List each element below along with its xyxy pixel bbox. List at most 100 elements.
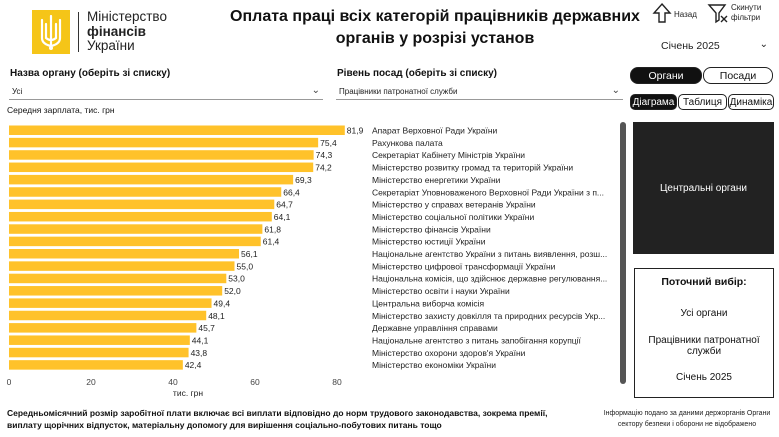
chart-bar[interactable] — [9, 224, 263, 234]
reset-filters-button[interactable]: Скинути фільтри — [707, 2, 765, 24]
footer-note: Середньомісячний розмір заробітної плати… — [7, 408, 548, 430]
chart-scrollbar[interactable] — [620, 122, 626, 384]
bar-value-label: 45,7 — [198, 323, 215, 333]
bar-category-label: Секретаріат Кабінету Міністрів України — [372, 150, 525, 160]
x-tick-label: 60 — [250, 377, 260, 387]
clear-filter-icon — [707, 4, 728, 24]
bar-category-label: Міністерство у справах ветеранів України — [372, 200, 536, 210]
footer-source: Інформацію подано за даними держорганів … — [603, 410, 771, 428]
bar-value-label: 61,4 — [263, 237, 280, 247]
bar-value-label: 48,1 — [208, 311, 225, 321]
ministry-logo: Міністерство фінансів України — [32, 10, 167, 54]
bar-value-label: 55,0 — [237, 261, 254, 271]
chart-bar[interactable] — [9, 187, 282, 197]
chart-bar[interactable] — [9, 286, 223, 296]
x-tick-label: 80 — [332, 377, 342, 387]
bar-value-label: 81,9 — [347, 126, 364, 136]
current-selection-panel: Поточний вибір: Усі органи Працівники па… — [634, 268, 774, 398]
logo-line-3: України — [87, 38, 135, 54]
bar-value-label: 64,1 — [274, 212, 291, 222]
chart-bar[interactable] — [9, 199, 275, 210]
bar-category-label: Рахункова палата — [372, 138, 443, 148]
org-filter-label: Назва органу (оберіть зі списку) — [10, 68, 171, 79]
toggle-posts[interactable]: Посади — [703, 67, 773, 84]
logo-text: Міністерство фінансів України — [87, 10, 167, 54]
page-title: Оплата праці всіх категорій працівників … — [230, 8, 640, 47]
bar-category-label: Секретаріат Уповноваженого Верховної Рад… — [372, 187, 604, 197]
toggle-organs[interactable]: Органи — [630, 67, 702, 84]
bar-category-label: Національне агентство з питань запобіган… — [372, 335, 582, 345]
month-select[interactable]: Січень 2025 ⌄ — [657, 36, 772, 56]
bar-category-label: Апарат Верховної Ради України — [372, 126, 498, 136]
bar-value-label: 53,0 — [228, 274, 245, 284]
chart-bar[interactable] — [9, 249, 240, 259]
bar-value-label: 49,4 — [214, 298, 231, 308]
bar-value-label: 44,1 — [192, 335, 209, 345]
bar-category-label: Міністерство освіти і науки України — [372, 286, 510, 296]
bar-value-label: 74,2 — [315, 163, 332, 173]
bar-value-label: 69,3 — [295, 175, 312, 185]
logo-line-1: Міністерство — [87, 9, 167, 25]
bar-category-label: Міністерство охорони здоров'я України — [372, 348, 526, 358]
chart-bar[interactable] — [9, 236, 261, 247]
bar-value-label: 75,4 — [320, 138, 337, 148]
chart-bar[interactable] — [9, 137, 319, 148]
logo-divider — [78, 12, 79, 52]
bar-category-label: Міністерство захисту довкілля та природн… — [372, 311, 605, 321]
bar-category-label: Державне управління справами — [372, 323, 498, 333]
back-button[interactable]: Назад — [652, 2, 697, 24]
chart-bar[interactable] — [9, 174, 294, 185]
bar-value-label: 56,1 — [241, 249, 258, 259]
x-tick-label: 0 — [7, 377, 12, 387]
tab-table[interactable]: Таблиця — [678, 94, 727, 110]
chart-bar[interactable] — [9, 273, 227, 284]
logo-line-2: фінансів — [87, 23, 146, 39]
bar-value-label: 61,8 — [264, 224, 281, 234]
month-select-value: Січень 2025 — [661, 40, 720, 52]
arrow-up-icon — [652, 2, 672, 23]
chart-bar[interactable] — [9, 211, 272, 222]
bar-category-label: Національне агентство України з питань в… — [372, 249, 607, 259]
level-filter-select[interactable]: Працівники патронатної служби ⌄ — [336, 83, 623, 100]
reset-label: Скинути фільтри — [731, 3, 762, 22]
org-filter-select[interactable]: Усі ⌄ — [9, 83, 323, 100]
salary-bar-chart: 81,9 Апарат Верховної Ради України 75,4 Рах… — [7, 125, 607, 398]
central-organs-label: Центральні органи — [660, 182, 747, 194]
chart-bar[interactable] — [9, 347, 189, 358]
chart-bar[interactable] — [9, 323, 197, 333]
tab-diagram[interactable]: Діаграма — [630, 94, 677, 110]
bar-value-label: 43,8 — [191, 348, 208, 358]
selection-month: Січень 2025 — [676, 372, 732, 383]
selection-org: Усі органи — [680, 308, 728, 319]
back-label: Назад — [674, 10, 697, 19]
bar-category-label: Міністерство енергетики України — [372, 175, 501, 185]
trident-emblem-icon — [32, 10, 70, 54]
chart-bar[interactable] — [9, 335, 190, 345]
bar-category-label: Міністерство цифрової трансформації Укра… — [372, 261, 556, 271]
chart-bar[interactable] — [9, 261, 235, 271]
bar-category-label: Національна комісія, що здійснює державн… — [372, 274, 607, 284]
bar-category-label: Міністерство розвитку громад та територі… — [372, 163, 573, 173]
central-organs-panel[interactable]: Центральні органи — [633, 122, 774, 254]
chart-bar[interactable] — [9, 162, 314, 173]
chart-bar[interactable] — [9, 150, 314, 160]
x-tick-label: 20 — [86, 377, 96, 387]
selection-header: Поточний вибір: — [661, 276, 747, 288]
chevron-down-icon: ⌄ — [759, 39, 768, 50]
bar-value-label: 52,0 — [224, 286, 241, 296]
chevron-down-icon: ⌄ — [611, 85, 620, 96]
chart-bar[interactable] — [9, 298, 212, 308]
bar-value-label: 74,3 — [316, 150, 333, 160]
level-filter-label: Рівень посад (оберіть зі списку) — [337, 68, 497, 79]
chart-bar[interactable] — [9, 310, 207, 321]
bar-category-label: Міністерство юстиції України — [372, 237, 486, 247]
chart-bar[interactable] — [9, 125, 345, 136]
org-filter-value: Усі — [12, 87, 23, 96]
bar-category-label: Міністерство соціальної політики України — [372, 212, 535, 222]
chart-bar[interactable] — [9, 360, 183, 370]
x-axis-label: тис. грн — [173, 388, 203, 398]
tab-dynamics[interactable]: Динаміка — [728, 94, 774, 110]
bar-value-label: 66,4 — [283, 187, 300, 197]
level-filter-value: Працівники патронатної служби — [339, 87, 458, 96]
chevron-down-icon: ⌄ — [311, 85, 320, 96]
